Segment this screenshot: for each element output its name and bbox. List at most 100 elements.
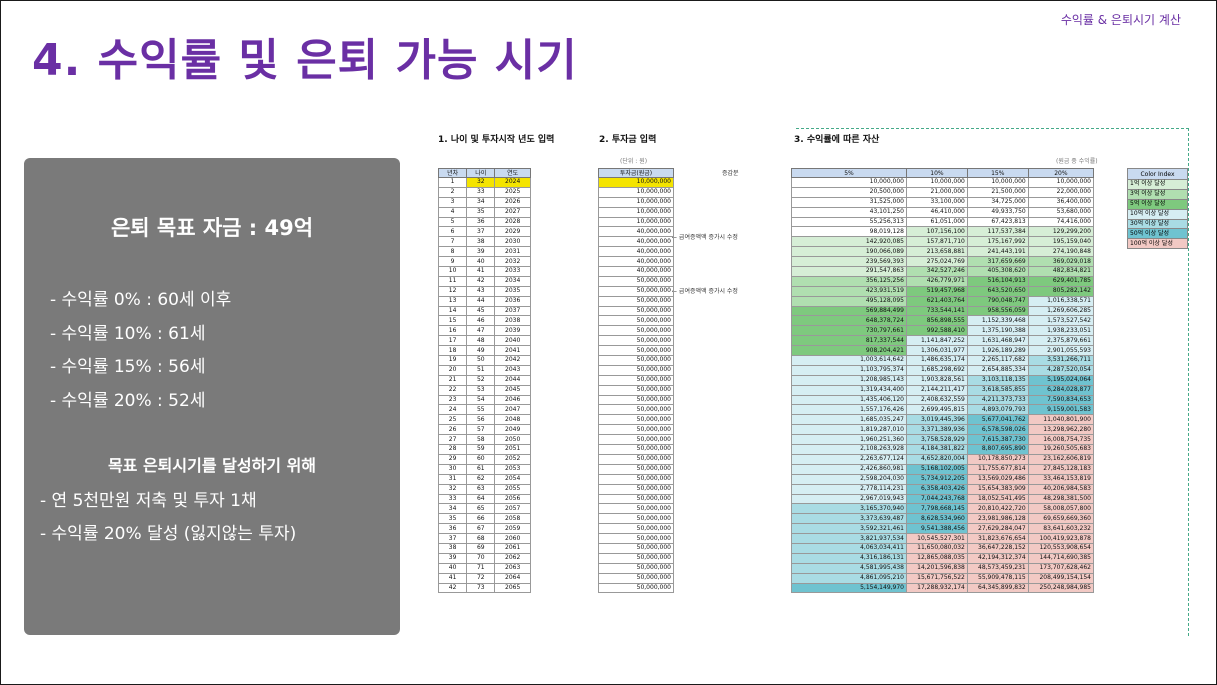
- table-row: 142,920,085 157,871,710 175,167,992 195,159…: [791, 236, 1095, 248]
- table-cell: 29: [437, 453, 468, 465]
- table-cell: 37: [466, 226, 496, 238]
- table-cell: 4,211,373,733: [966, 394, 1029, 406]
- table-cell: 40,000,000: [598, 236, 674, 248]
- table-cell: 23: [437, 394, 468, 406]
- table-cell: 27,629,284,047: [966, 523, 1029, 535]
- legend-item: 1억 이상 달성: [1127, 179, 1188, 190]
- table-cell: 1,435,406,120: [791, 394, 907, 406]
- table-cell: 2,901,055,593: [1027, 345, 1095, 357]
- table-cell: 11: [437, 275, 468, 287]
- table-cell: 39: [466, 246, 496, 258]
- table-cell: 50,000,000: [598, 404, 674, 416]
- table-cell: 2,263,677,124: [791, 453, 907, 465]
- table-row: 4 35 2027: [437, 206, 531, 218]
- table-cell: 2056: [494, 493, 531, 505]
- table-row: 19 50 2042: [437, 355, 531, 366]
- table-cell: 291,547,863: [791, 266, 907, 277]
- table-cell: 2050: [494, 434, 531, 446]
- table-cell: 2039: [494, 325, 531, 337]
- table-row: 42 73 2065: [437, 582, 531, 594]
- table-cell: 1,938,233,051: [1027, 325, 1095, 337]
- table-cell: 67: [466, 523, 496, 535]
- table-cell: 4,063,034,411: [791, 542, 907, 554]
- table-cell: 9: [437, 256, 468, 268]
- table-cell: 73: [466, 582, 496, 594]
- table-cell: 3,618,585,855: [966, 384, 1029, 396]
- table-cell: 48,573,459,231: [966, 562, 1029, 574]
- table-cell: 4,287,520,054: [1027, 364, 1095, 376]
- table-row: 20,500,000 21,000,000 21,500,000 22,000,000: [791, 186, 1095, 198]
- table-cell: 10,178,850,273: [966, 453, 1029, 465]
- table-cell: 16,008,754,735: [1027, 434, 1095, 446]
- table-cell: 7: [437, 236, 468, 248]
- table-cell: 18,052,541,495: [966, 493, 1029, 505]
- summary-panel: 은퇴 목표 자금 : 49억 - 수익률 0% : 60세 이후 - 수익률 1…: [24, 158, 400, 635]
- table-row: 32 63 2055: [437, 483, 531, 495]
- table-cell: 19,260,505,683: [1027, 444, 1095, 455]
- table-cell: 516,104,913: [966, 275, 1029, 287]
- table-cell: 790,048,747: [966, 295, 1029, 307]
- table-cell: 10: [437, 266, 468, 277]
- note: ← 급여증액액 증가시 수정: [672, 288, 738, 295]
- corner-label: 수익률 & 은퇴시기 계산: [1060, 13, 1181, 27]
- table-cell: 83,641,603,232: [1027, 523, 1095, 535]
- table-row: 50,000,000: [598, 453, 674, 465]
- table-row: 50,000,000: [598, 463, 674, 475]
- table-cell: 16: [437, 325, 468, 337]
- table-cell: 190,066,089: [791, 246, 907, 258]
- table-cell: 34: [437, 503, 468, 515]
- table-row: 33 64 2056: [437, 493, 531, 505]
- table-cell: 100,419,923,878: [1027, 533, 1095, 544]
- table-row: 10,000,000: [598, 216, 674, 228]
- table-row: 16 47 2039: [437, 325, 531, 337]
- table-cell: 50,000,000: [598, 483, 674, 495]
- table-row: 8 39 2031: [437, 246, 531, 258]
- table-row: 50,000,000: [598, 275, 674, 287]
- table-cell: 68: [466, 533, 496, 544]
- table-cell: 5,734,912,205: [906, 473, 968, 485]
- table-cell: 31,525,000: [791, 196, 907, 208]
- table-row: 36 67 2059: [437, 523, 531, 535]
- table-cell: 18: [437, 345, 468, 357]
- table-cell: 4,861,095,210: [791, 572, 907, 584]
- table-cell: 2,967,019,943: [791, 493, 907, 505]
- note: ← 급여증액액 증가시 수정: [672, 234, 738, 241]
- table-cell: 8,628,534,960: [906, 513, 968, 525]
- table-cell: 1,269,606,285: [1027, 305, 1095, 317]
- legend-row: 10억 이상 달성: [1127, 208, 1188, 220]
- table-row: 50,000,000: [598, 364, 674, 376]
- table-row: 40,000,000: [598, 256, 674, 268]
- table-cell: 34,725,000: [966, 196, 1029, 208]
- table-cell: 2030: [494, 236, 531, 248]
- table-cell: 50,000,000: [598, 355, 674, 366]
- table-cell: 1,819,287,010: [791, 424, 907, 436]
- table-cell: 50,000,000: [598, 384, 674, 396]
- legend-title: Color Index: [1127, 168, 1188, 180]
- action-line: - 수익률 20% 달성 (잃지않는 투자): [40, 524, 297, 544]
- table-cell: 40,206,984,583: [1027, 483, 1095, 495]
- table-cell: 2027: [494, 206, 531, 218]
- table-cell: 5,677,041,762: [966, 414, 1029, 426]
- table-row: 50,000,000: [598, 295, 674, 307]
- table-cell: 46: [466, 315, 496, 327]
- table-row: 50,000,000: [598, 315, 674, 327]
- table-cell: 10,000,000: [598, 177, 674, 188]
- table-row: 40,000,000: [598, 226, 674, 238]
- table-row: 35 66 2058: [437, 513, 531, 525]
- table-cell: 958,556,059: [966, 305, 1029, 317]
- table-cell: 57: [466, 424, 496, 436]
- table-cell: 1,960,251,360: [791, 434, 907, 446]
- table-cell: 10,000,000: [598, 206, 674, 218]
- table-cell: 2055: [494, 483, 531, 495]
- table-row: 4,861,095,210 15,671,756,522 55,909,478,11…: [791, 572, 1095, 584]
- table-cell: 342,527,246: [906, 266, 968, 277]
- table-row: 423,931,519 519,457,968 643,520,650 805,282…: [791, 285, 1095, 297]
- unit-label: (단위 : 원): [620, 158, 648, 165]
- table-cell: 13: [437, 295, 468, 307]
- table-row: 6 37 2029: [437, 226, 531, 238]
- table-cell: 36,647,228,152: [966, 542, 1029, 554]
- table-row: 2,778,114,231 6,358,403,426 15,654,383,909…: [791, 483, 1095, 495]
- table-cell: 50,000,000: [598, 285, 674, 297]
- table-row: 2,108,263,928 4,184,381,822 8,807,695,890 1…: [791, 444, 1095, 455]
- table-cell: 50,000,000: [598, 513, 674, 525]
